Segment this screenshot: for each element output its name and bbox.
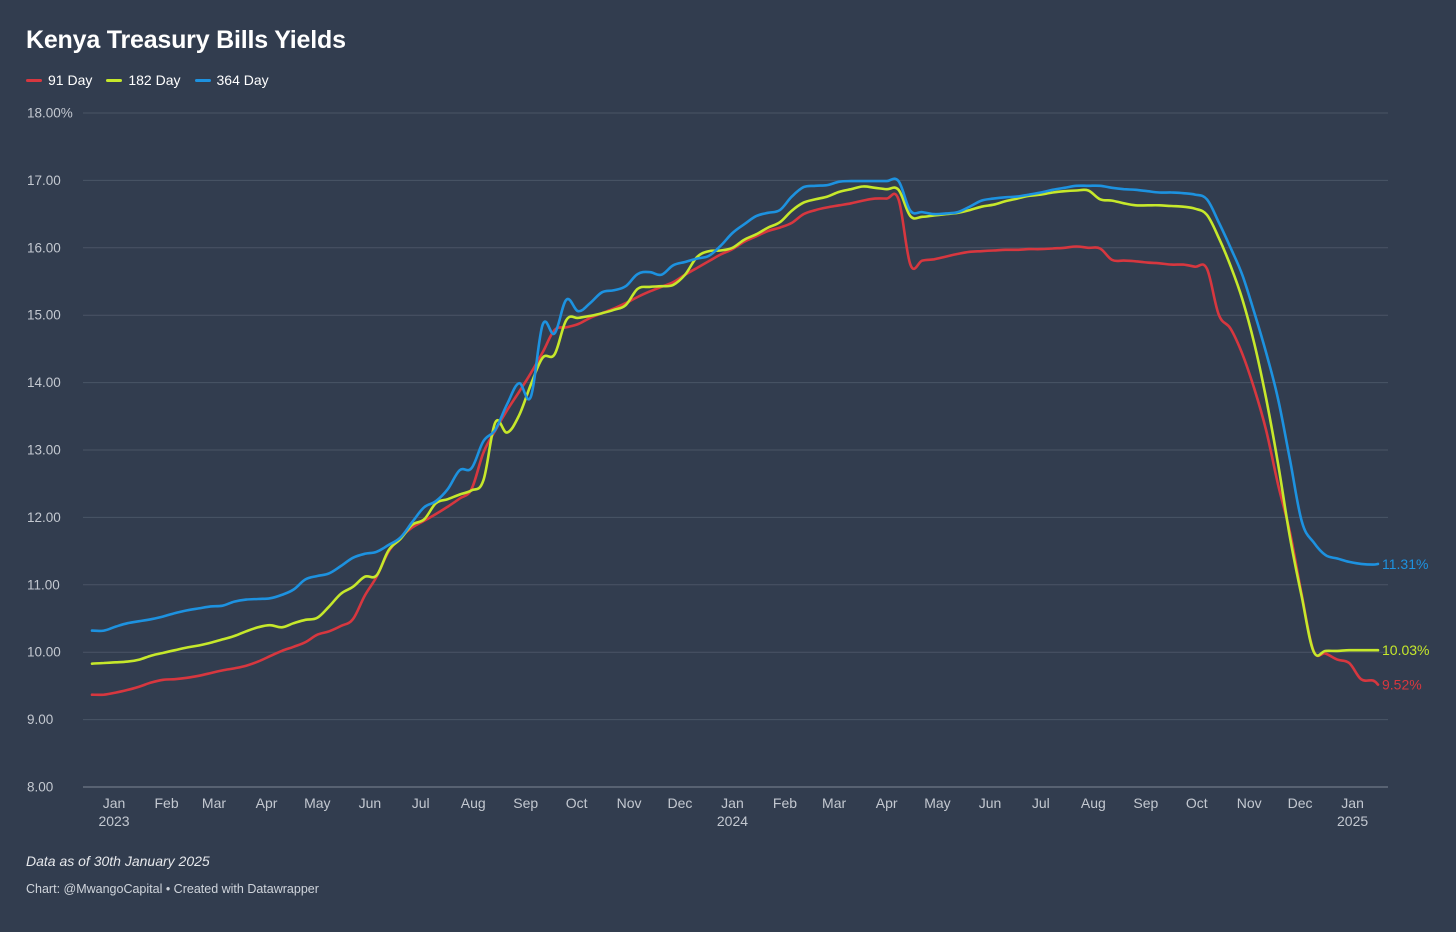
legend-item-91-day: 91 Day xyxy=(26,72,92,88)
y-tick-label: 16.00 xyxy=(27,240,61,255)
y-tick-label: 9.00 xyxy=(27,712,53,727)
x-tick-year-label: 2025 xyxy=(1337,813,1368,829)
x-tick-label: Oct xyxy=(1186,795,1208,811)
legend-swatch-364-day xyxy=(194,78,211,82)
x-tick-label: Apr xyxy=(256,795,278,811)
y-tick-label: 10.00 xyxy=(27,645,61,660)
x-tick-label: Mar xyxy=(822,795,846,811)
end-label-91-day: 9.52% xyxy=(1382,677,1422,693)
x-tick-label: Dec xyxy=(667,795,692,811)
x-tick-label: Jun xyxy=(979,795,1002,811)
legend-label-91-day: 91 Day xyxy=(48,72,93,88)
y-axis-ticks: 18.00% 17.00 16.00 15.00 14.00 13.00 12.00 11.0… xyxy=(27,106,73,795)
y-tick-label: 14.00 xyxy=(27,375,61,390)
legend-label-182-day: 182 Day xyxy=(128,72,181,88)
grid-lines xyxy=(83,112,1388,788)
x-tick-label: Dec xyxy=(1288,795,1313,811)
series-line-182-day xyxy=(90,185,1380,665)
x-tick-label: Aug xyxy=(1081,795,1106,811)
x-tick-label: Sep xyxy=(1133,795,1158,811)
legend-item-364-day: 364 Day xyxy=(194,72,269,88)
x-tick-label: May xyxy=(304,795,330,811)
x-tick-label: Oct xyxy=(566,795,588,811)
y-tick-label: 8.00 xyxy=(27,780,53,795)
y-tick-label: 18.00% xyxy=(27,106,73,121)
x-tick-label: Mar xyxy=(202,795,226,811)
x-tick-label: Jul xyxy=(1032,795,1050,811)
x-tick-label: Jul xyxy=(412,795,430,811)
x-tick-label: Aug xyxy=(461,795,486,811)
y-tick-label: 15.00 xyxy=(27,308,61,323)
x-tick-year-label: 2023 xyxy=(98,813,129,829)
x-tick-label: Apr xyxy=(876,795,898,811)
y-tick-label: 13.00 xyxy=(27,443,61,458)
x-tick-label: Jan xyxy=(103,795,126,811)
x-tick-label: Nov xyxy=(617,795,642,811)
x-tick-year-label: 2024 xyxy=(717,813,748,829)
x-tick-label: Jan xyxy=(1341,795,1364,811)
chart-title: Kenya Treasury Bills Yields xyxy=(26,26,346,54)
x-tick-label: Jun xyxy=(359,795,382,811)
end-label-182-day: 10.03% xyxy=(1382,642,1429,658)
y-tick-label: 17.00 xyxy=(27,173,61,188)
legend-swatch-182-day xyxy=(106,78,123,82)
x-tick-label: Sep xyxy=(513,795,538,811)
end-labels: 9.52% 10.03% 11.31% xyxy=(1382,556,1429,693)
chart-legend: 91 Day 182 Day 364 Day xyxy=(26,72,269,88)
x-tick-label: Jan xyxy=(721,795,744,811)
x-tick-label: Nov xyxy=(1237,795,1262,811)
series-line-364-day xyxy=(90,177,1380,633)
legend-label-364-day: 364 Day xyxy=(216,72,269,88)
series-line-91-day xyxy=(90,192,1380,697)
x-tick-label: May xyxy=(924,795,950,811)
legend-item-182-day: 182 Day xyxy=(106,72,181,88)
x-tick-label: Feb xyxy=(154,795,178,811)
y-tick-label: 11.00 xyxy=(27,577,60,592)
legend-swatch-91-day xyxy=(26,78,42,82)
chart-source: Chart: @MwangoCapital • Created with Dat… xyxy=(26,882,319,896)
x-tick-label: Feb xyxy=(773,795,797,811)
chart-note: Data as of 30th January 2025 xyxy=(26,853,210,869)
y-tick-label: 12.00 xyxy=(27,510,61,525)
x-axis-ticks: Jan 2023 Feb Mar Apr May Jun Jul Aug Sep Oct Nov Dec… xyxy=(98,795,1368,829)
series-lines xyxy=(90,177,1380,697)
end-label-364-day: 11.31% xyxy=(1382,556,1428,572)
